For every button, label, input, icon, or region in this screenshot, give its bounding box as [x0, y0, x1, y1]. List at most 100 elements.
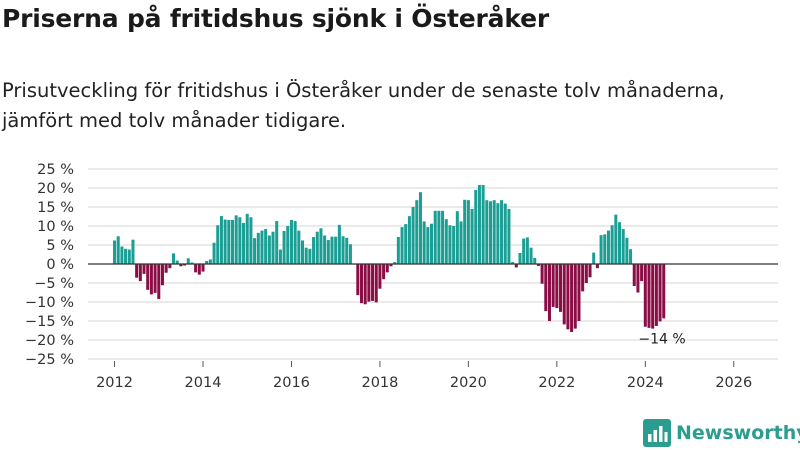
- bar: [330, 236, 334, 264]
- bar: [153, 264, 157, 293]
- bar: [363, 264, 367, 305]
- bar: [404, 224, 408, 264]
- bar: [304, 247, 308, 264]
- bar: [146, 264, 150, 290]
- x-tick-label: 2020: [450, 375, 487, 391]
- bar: [573, 264, 577, 329]
- bar: [286, 226, 290, 264]
- y-tick-label: 20 %: [37, 181, 74, 197]
- axis-layer: [88, 263, 778, 367]
- bar: [197, 264, 201, 275]
- bar: [599, 235, 603, 264]
- bar: [496, 203, 500, 264]
- bar: [282, 230, 286, 264]
- bar: [172, 253, 176, 264]
- bar: [385, 264, 389, 273]
- y-tick-label: 0 %: [46, 257, 74, 273]
- bar: [138, 264, 142, 282]
- bar: [227, 219, 231, 264]
- bar: [312, 237, 316, 264]
- bar: [463, 199, 467, 264]
- bar: [334, 236, 338, 264]
- bar: [230, 219, 234, 264]
- bar: [662, 264, 666, 319]
- bar: [481, 184, 485, 264]
- bar: [422, 221, 426, 264]
- bar: [411, 207, 415, 264]
- bar: [249, 217, 253, 264]
- bar: [260, 230, 264, 264]
- bar: [256, 232, 260, 264]
- bar: [488, 201, 493, 264]
- bar: [562, 264, 566, 325]
- bar-layer: [113, 184, 666, 333]
- bar: [584, 264, 588, 283]
- bar: [540, 264, 544, 284]
- bar: [448, 225, 452, 264]
- bar: [544, 264, 548, 312]
- bar: [632, 264, 636, 287]
- y-tick-label: 15 %: [37, 200, 74, 216]
- bar: [551, 264, 555, 307]
- x-tick-label: 2026: [715, 375, 752, 391]
- bar: [477, 184, 481, 264]
- bar: [389, 264, 393, 267]
- x-tick-label: 2016: [273, 375, 310, 391]
- bar: [536, 264, 540, 266]
- bar: [160, 264, 164, 286]
- bar: [242, 222, 246, 264]
- bar: [492, 200, 496, 264]
- bar: [124, 248, 128, 264]
- x-tick-label: 2012: [96, 375, 133, 391]
- bar: [264, 229, 268, 264]
- bar: [275, 221, 279, 264]
- bar: [651, 264, 655, 329]
- bar: [577, 264, 581, 321]
- bar: [179, 264, 183, 267]
- y-tick-label: −15 %: [25, 314, 74, 330]
- bar: [658, 264, 662, 322]
- bar: [315, 231, 319, 264]
- bar: [625, 237, 629, 264]
- bar: [341, 236, 345, 264]
- bar: [441, 210, 445, 264]
- bar: [566, 264, 570, 330]
- bar: [654, 264, 658, 326]
- bar: [356, 264, 360, 296]
- bar: [190, 262, 194, 264]
- bar: [529, 247, 533, 264]
- bar: [175, 260, 179, 264]
- bar: [474, 189, 478, 264]
- bar: [507, 208, 511, 264]
- bar: [525, 237, 529, 264]
- label-layer: 25 % 20 % 15 % 10 % 5 % 0 % −5 % −10 % −15 % −20 …: [25, 162, 752, 391]
- bar: [444, 219, 448, 264]
- bar: [245, 213, 249, 264]
- bar: [149, 264, 153, 295]
- newsworthy-logo[interactable]: Newsworthy: [643, 418, 800, 448]
- bar: [278, 249, 282, 264]
- bar: [636, 264, 640, 293]
- bar: [116, 236, 120, 264]
- bar: [396, 237, 400, 264]
- bar: [164, 264, 168, 273]
- y-tick-label: 10 %: [37, 219, 74, 235]
- bar: [208, 259, 212, 264]
- bar: [618, 222, 622, 264]
- bar: [455, 211, 459, 264]
- bar: [326, 240, 330, 264]
- bar: [234, 215, 238, 264]
- bar: [555, 264, 559, 309]
- x-tick-label: 2018: [361, 375, 398, 391]
- bar: [267, 235, 271, 264]
- y-tick-label: −10 %: [25, 295, 74, 311]
- bar: [595, 264, 599, 269]
- bar: [219, 216, 223, 264]
- bar: [610, 225, 614, 264]
- bar: [345, 237, 349, 264]
- bar: [212, 242, 216, 264]
- bar: [223, 219, 227, 264]
- bar: [547, 264, 551, 321]
- bar: [466, 200, 470, 264]
- bar: [415, 200, 419, 264]
